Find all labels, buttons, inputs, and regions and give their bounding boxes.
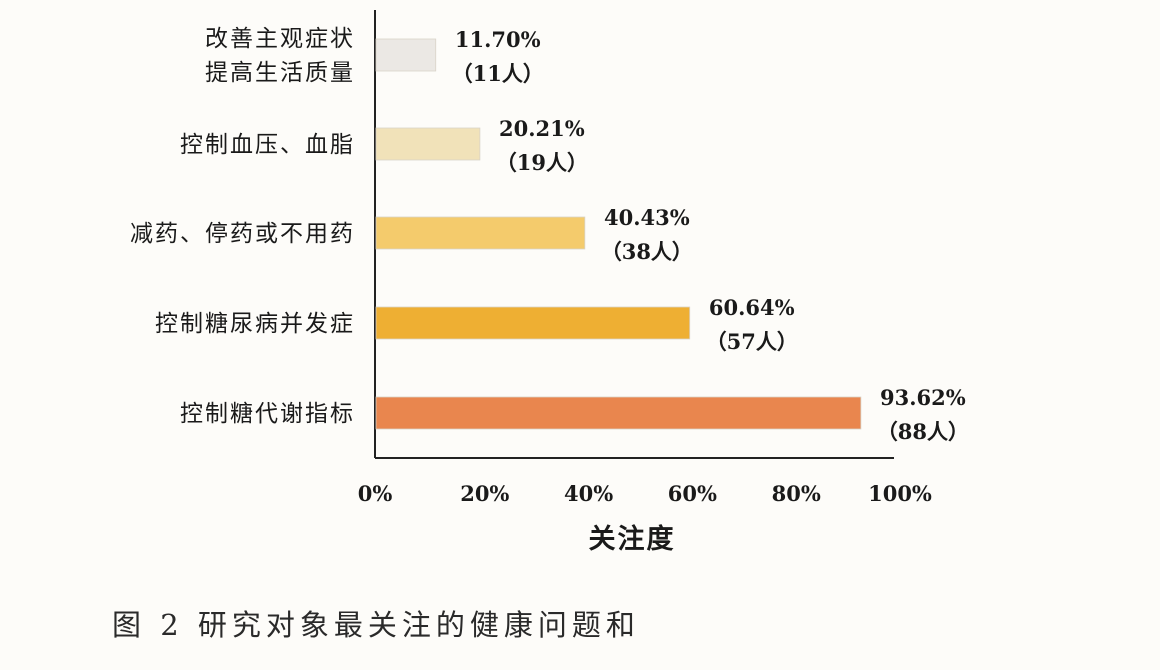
- x-tick-label-2: 40%: [564, 481, 613, 506]
- value-label-5: 93.62%: [880, 385, 966, 410]
- category-label-line: 提高生活质量: [205, 60, 355, 86]
- bar-5: [375, 396, 862, 430]
- count-label-2: （19人）: [496, 150, 588, 175]
- value-label-2: 20.21%: [499, 116, 585, 141]
- x-tick-label-0: 0%: [358, 481, 393, 506]
- category-label-line: 控制糖尿病并发症: [155, 311, 355, 337]
- category-label-5: 控制糖代谢指标: [180, 401, 355, 427]
- x-tick-label-4: 80%: [772, 481, 821, 506]
- axis-layer: [374, 10, 894, 459]
- category-label-line: 改善主观症状: [205, 26, 355, 52]
- value-label-3: 40.43%: [604, 205, 690, 230]
- category-label-line: 控制血压、血脂: [180, 132, 355, 158]
- category-label-line: 控制糖代谢指标: [180, 401, 355, 427]
- x-tick-labels: 0% 20% 40% 60% 80% 100%: [358, 481, 932, 506]
- x-tick-label-3: 60%: [668, 481, 717, 506]
- count-label-3: （38人）: [601, 239, 693, 264]
- bar-1: [375, 38, 437, 72]
- category-label-line: 减药、停药或不用药: [130, 221, 355, 247]
- count-label-1: （11人）: [452, 61, 544, 86]
- category-label-2: 控制血压、血脂: [180, 132, 355, 158]
- x-tick-label-1: 20%: [460, 481, 509, 506]
- category-label-3: 减药、停药或不用药: [130, 221, 355, 247]
- value-label-4: 60.64%: [709, 295, 795, 320]
- figure-caption: 图 2 研究对象最关注的健康问题和: [112, 608, 640, 642]
- bar-4: [375, 306, 691, 340]
- x-tick-label-5: 100%: [868, 481, 932, 506]
- count-label-5: （88人）: [877, 419, 969, 444]
- value-label-1: 11.70%: [455, 27, 541, 52]
- bar-chart: 改善主观症状提高生活质量控制血压、血脂减药、停药或不用药控制糖尿病并发症控制糖代…: [130, 10, 969, 555]
- category-labels: 改善主观症状提高生活质量控制血压、血脂减药、停药或不用药控制糖尿病并发症控制糖代…: [130, 26, 355, 427]
- x-axis-title: 关注度: [589, 523, 676, 555]
- bar-3: [375, 216, 586, 250]
- value-labels: 11.70% （11人） 20.21% （19人） 40.43% （38人） 60.64% （…: [452, 27, 969, 444]
- category-label-1: 改善主观症状提高生活质量: [205, 26, 355, 86]
- bar-2: [375, 127, 481, 161]
- bars-layer: [375, 38, 862, 430]
- category-label-4: 控制糖尿病并发症: [155, 311, 355, 337]
- count-label-4: （57人）: [706, 329, 798, 354]
